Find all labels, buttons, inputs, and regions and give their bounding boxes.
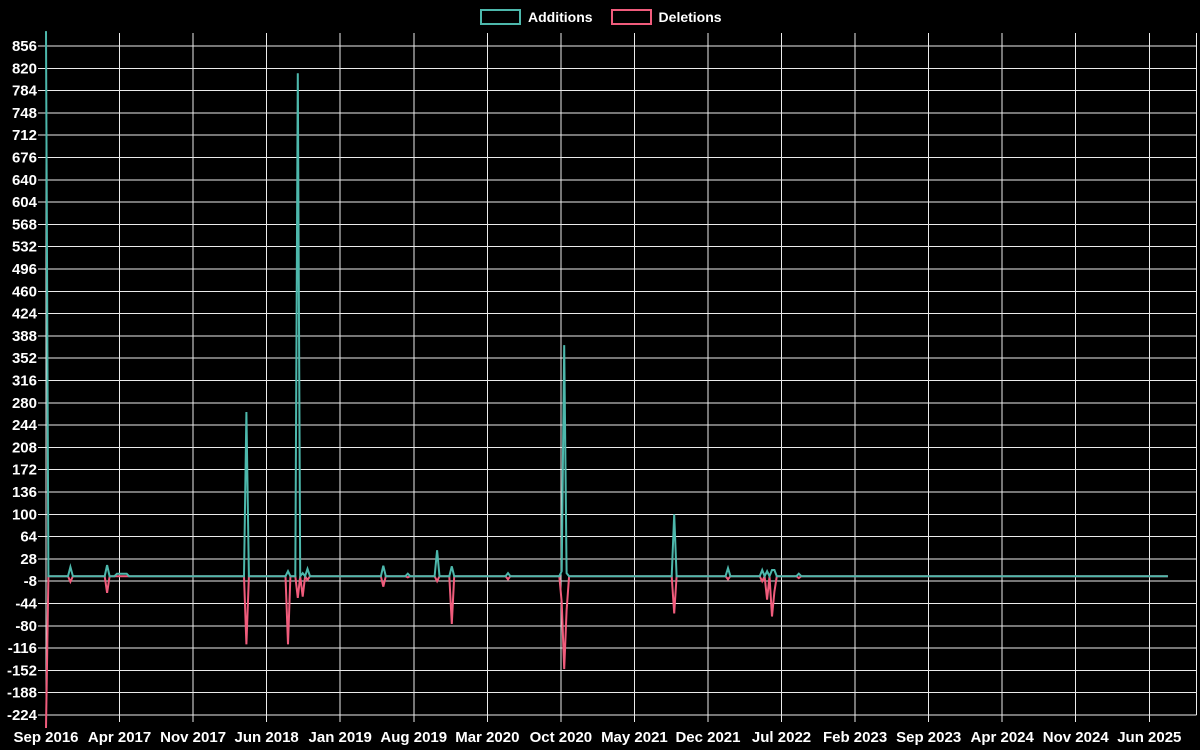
y-tick-label: -44 (15, 595, 37, 612)
y-tick-label: 676 (12, 149, 37, 166)
y-tick-label: 316 (12, 372, 37, 389)
y-tick-label: 424 (12, 306, 38, 323)
deletions-legend-label: Deletions (658, 9, 722, 25)
x-tick-label: Oct 2020 (530, 729, 593, 746)
x-tick-label: Sep 2016 (13, 729, 78, 746)
y-tick-label: 820 (12, 60, 37, 77)
x-tick-label: Feb 2023 (823, 729, 887, 746)
y-tick-label: -8 (24, 573, 37, 590)
y-tick-label: -188 (7, 685, 37, 702)
legend-deletions: Deletions (610, 8, 722, 26)
y-tick-label: 244 (12, 417, 38, 434)
x-tick-label: Aug 2019 (380, 729, 447, 746)
legend-additions: Additions (480, 8, 593, 26)
deletions-line (45, 572, 1168, 729)
additions-swatch-icon (480, 9, 521, 25)
x-tick-label: Sep 2023 (896, 729, 961, 746)
y-tick-label: 352 (12, 350, 37, 367)
x-tick-label: Mar 2020 (455, 729, 519, 746)
chart-legend: Additions Deletions (480, 8, 740, 26)
y-tick-labels: 856 820 784 748 712 676 640 604 568 532 496 460 424 3… (7, 38, 38, 724)
x-tick-labels: Sep 2016 Apr 2017 Nov 2017 Jun 2018 Jan 2019… (13, 729, 1181, 746)
y-tick-label: 208 (12, 439, 37, 456)
y-tick-label: 388 (12, 328, 37, 345)
x-tick-label: Jan 2019 (309, 729, 372, 746)
y-tick-label: 460 (12, 283, 37, 300)
y-tick-label: -224 (7, 707, 38, 724)
x-tick-label: Apr 2017 (88, 729, 151, 746)
x-tick-label: Jun 2025 (1117, 729, 1181, 746)
y-tick-label: 496 (12, 261, 37, 278)
x-tick-label: Nov 2017 (160, 729, 226, 746)
y-tick-label: 856 (12, 38, 37, 55)
y-tick-label: 784 (12, 83, 38, 100)
y-tick-label: -116 (8, 640, 37, 657)
y-tick-label: 640 (12, 172, 37, 189)
y-tick-label: 64 (20, 529, 37, 546)
y-tick-label: 172 (12, 462, 37, 479)
y-tick-label: 136 (12, 484, 37, 501)
y-tick-label: -152 (7, 662, 37, 679)
y-tick-label: 28 (20, 551, 37, 568)
x-tick-label: Apr 2024 (971, 729, 1035, 746)
y-tick-label: 280 (12, 395, 37, 412)
y-tick-label: 532 (12, 239, 37, 256)
grid-lines (38, 33, 1197, 722)
y-tick-label: 604 (12, 194, 38, 211)
y-tick-label: -80 (15, 618, 37, 635)
additions-line (45, 31, 1168, 580)
x-tick-label: Jun 2018 (235, 729, 299, 746)
y-tick-label: 748 (12, 105, 37, 122)
x-tick-label: Nov 2024 (1043, 729, 1110, 746)
y-tick-label: 100 (12, 506, 37, 523)
x-tick-label: Jul 2022 (752, 729, 811, 746)
y-tick-label: 568 (12, 216, 37, 233)
additions-legend-label: Additions (528, 9, 593, 25)
deletions-swatch-icon (610, 9, 652, 25)
x-tick-label: Dec 2021 (675, 729, 740, 746)
y-tick-label: 712 (12, 127, 37, 144)
x-tick-label: May 2021 (601, 729, 668, 746)
